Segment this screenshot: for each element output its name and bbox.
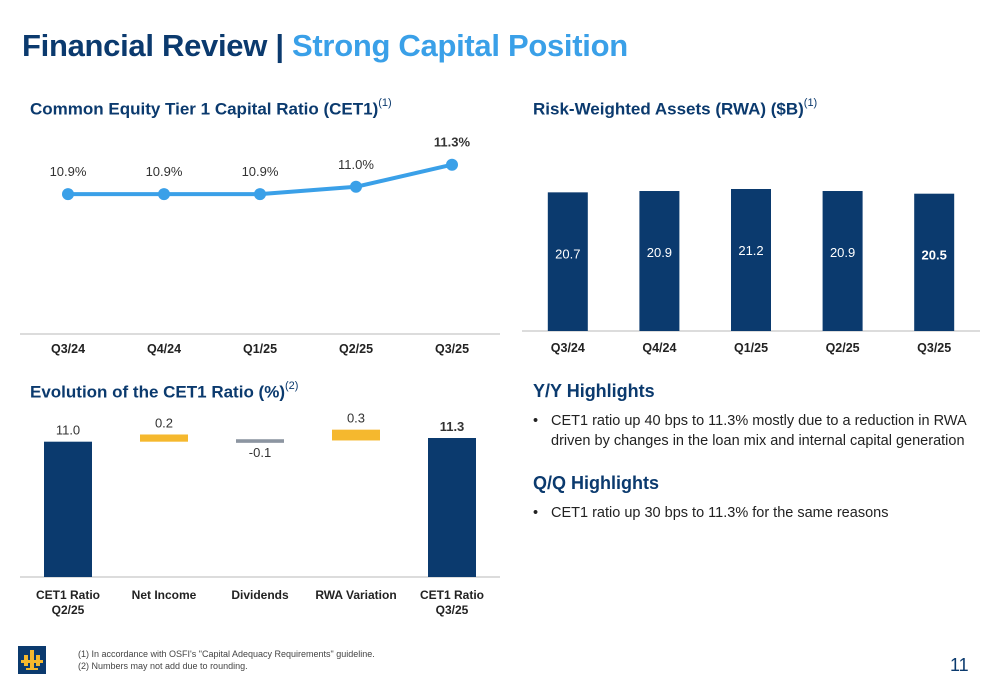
waterfall-data-label: -0.1 <box>249 445 271 460</box>
evolution-chart-title: Evolution of the CET1 Ratio (%)(2) <box>30 380 299 403</box>
page-title: Financial Review | Strong Capital Positi… <box>22 28 628 64</box>
waterfall-delta-bar <box>236 439 284 443</box>
yy-highlights-title: Y/Y Highlights <box>533 381 655 401</box>
waterfall-data-label: 0.3 <box>347 411 365 426</box>
rwa-bar <box>731 189 771 331</box>
laurentian-bank-logo-icon <box>18 646 46 674</box>
rwa-bar <box>547 192 588 331</box>
qq-highlight-text: CET1 ratio up 30 bps to 11.3% for the sa… <box>551 505 889 521</box>
bullet-dot: • <box>533 413 539 429</box>
waterfall-x-tick-label: CET1 Ratio <box>420 588 484 602</box>
cet1-data-label: 10.9% <box>146 164 183 179</box>
waterfall-x-tick-label: Dividends <box>231 588 289 602</box>
cet1-chart-title-text: Common Equity Tier 1 Capital Ratio (CET1… <box>30 99 379 119</box>
rwa-chart-title-text: Risk-Weighted Assets (RWA) ($B) <box>533 99 804 119</box>
rwa-data-label: 20.5 <box>922 248 947 263</box>
rwa-bar <box>639 191 680 331</box>
cet1-x-tick-label: Q1/25 <box>243 342 277 356</box>
qq-highlights-title: Q/Q Highlights <box>533 473 659 493</box>
rwa-x-tick-label: Q2/25 <box>826 341 860 355</box>
waterfall-delta-bar <box>140 434 188 442</box>
rwa-bar <box>822 191 863 331</box>
rwa-x-tick-label: Q1/25 <box>734 341 768 355</box>
rwa-data-label: 20.9 <box>647 245 672 260</box>
rwa-data-label: 20.9 <box>830 245 855 260</box>
page-number: 11 <box>950 655 969 675</box>
waterfall-x-tick-label: Q3/25 <box>436 603 469 617</box>
cet1-chart-title-footnote: (1) <box>378 97 392 109</box>
waterfall-x-tick-label: CET1 Ratio <box>36 588 100 602</box>
logo-mark <box>21 650 43 670</box>
evolution-chart-title-text: Evolution of the CET1 Ratio (%) <box>30 382 285 402</box>
waterfall-data-label: 11.0 <box>56 423 80 438</box>
rwa-data-label: 20.7 <box>555 246 580 261</box>
rwa-bar <box>914 193 955 331</box>
yy-highlight-bullet: • CET1 ratio up 40 bps to 11.3% mostly d… <box>533 411 973 451</box>
waterfall-x-tick-label: Net Income <box>132 588 197 602</box>
rwa-x-tick-label: Q3/24 <box>551 341 585 355</box>
cet1-point <box>446 158 458 171</box>
waterfall-data-label: 0.2 <box>155 415 173 430</box>
cet1-x-tick-label: Q2/25 <box>339 342 373 356</box>
cet1-point <box>158 188 170 201</box>
cet1-chart-title: Common Equity Tier 1 Capital Ratio (CET1… <box>30 97 392 120</box>
waterfall-data-label: 11.3 <box>440 419 465 434</box>
rwa-x-tick-label: Q3/25 <box>917 341 951 355</box>
bullet-dot: • <box>533 505 539 521</box>
cet1-point <box>350 180 362 193</box>
footnote-1: (1) In accordance with OSFI's "Capital A… <box>78 649 375 659</box>
page-title-accent: Strong Capital Position <box>292 28 628 63</box>
cet1-x-tick-label: Q3/25 <box>435 342 469 356</box>
footnotes: (1) In accordance with OSFI's "Capital A… <box>78 648 375 672</box>
page-title-main: Financial Review | <box>22 28 284 63</box>
rwa-chart-title-footnote: (1) <box>803 97 818 109</box>
cet1-data-label: 11.3% <box>434 135 471 150</box>
waterfall-x-tick-label: RWA Variation <box>315 588 396 602</box>
yy-highlight-text: CET1 ratio up 40 bps to 11.3% mostly due… <box>551 413 966 449</box>
cet1-point <box>254 188 266 201</box>
qq-highlight-bullet: • CET1 ratio up 30 bps to 11.3% for the … <box>533 503 973 523</box>
rwa-data-label: 21.2 <box>738 243 763 258</box>
cet1-data-label: 11.0% <box>338 157 374 172</box>
cet1-x-tick-label: Q3/24 <box>51 342 85 356</box>
rwa-x-tick-label: Q4/24 <box>642 341 676 355</box>
cet1-x-tick-label: Q4/24 <box>147 342 181 356</box>
waterfall-total-bar <box>44 441 92 577</box>
waterfall-x-tick-label: Q2/25 <box>52 603 85 617</box>
footnote-2: (2) Numbers may not add due to rounding. <box>78 661 248 671</box>
rwa-chart-title: Risk-Weighted Assets (RWA) ($B)(1) <box>533 97 818 120</box>
cet1-data-label: 10.9% <box>50 164 87 179</box>
cet1-data-label: 10.9% <box>242 164 279 179</box>
cet1-point <box>62 188 74 201</box>
evolution-chart-title-footnote: (2) <box>285 380 299 392</box>
waterfall-delta-bar <box>332 429 380 441</box>
waterfall-total-bar <box>428 438 476 577</box>
